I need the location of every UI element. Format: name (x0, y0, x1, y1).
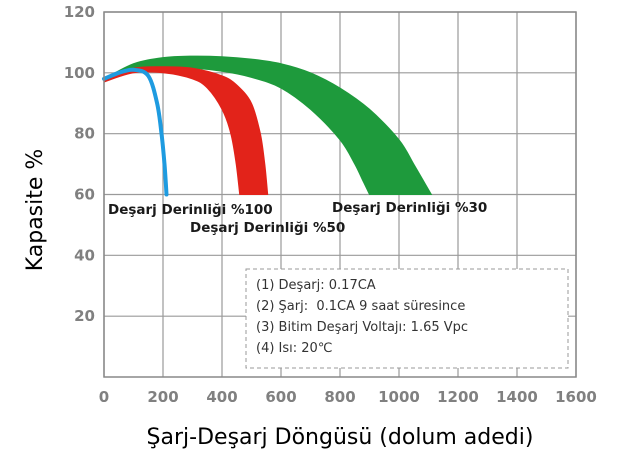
series-group (102, 55, 433, 197)
series-band-1 (103, 55, 433, 195)
label-dod-30: Deşarj Derinliği %30 (332, 200, 487, 216)
x-tick-label: 0 (99, 388, 109, 406)
y-tick-label: 60 (74, 186, 95, 204)
conditions-box-border (245, 268, 569, 369)
x-axis-title: Şarj-Deşarj Döngüsü (dolum adedi) (147, 425, 534, 450)
plot-frame (103, 11, 577, 378)
conditions-box: (1) Deşarj: 0.17CA (2) Şarj: 0.1CA 9 saa… (245, 268, 569, 369)
x-tick-label: 600 (265, 388, 296, 406)
x-tick-label: 1000 (378, 388, 420, 406)
y-tick-label: 80 (74, 125, 95, 143)
y-tick-label: 20 (74, 307, 95, 325)
x-tick-label: 400 (206, 388, 237, 406)
note-end-voltage: (3) Bitim Deşarj Voltajı: 1.65 Vpc (256, 320, 468, 335)
note-temperature: (4) Isı: 20℃ (256, 341, 332, 356)
note-charge: (2) Şarj: 0.1CA 9 saat süresince (256, 299, 465, 314)
x-tick-label: 800 (324, 388, 355, 406)
x-tick-label: 1200 (437, 388, 479, 406)
note-discharge: (1) Deşarj: 0.17CA (256, 278, 376, 293)
x-tick-label: 1600 (555, 388, 597, 406)
tick-labels: 0 200 400 600 800 1000 1200 1400 1600 20 40 60 80 100… (64, 3, 597, 406)
y-tick-label: 40 (74, 246, 95, 264)
x-tick-label: 1400 (496, 388, 538, 406)
y-axis-title: Kapasite % (23, 149, 48, 272)
y-tick-label: 100 (64, 64, 95, 82)
x-tick-label: 200 (147, 388, 178, 406)
series-line-3 (102, 67, 169, 197)
series-band-2 (103, 66, 269, 195)
label-dod-50: Deşarj Derinliği %50 (190, 220, 345, 236)
label-dod-100: Deşarj Derinliği %100 (108, 202, 273, 218)
y-tick-label: 120 (64, 3, 95, 21)
